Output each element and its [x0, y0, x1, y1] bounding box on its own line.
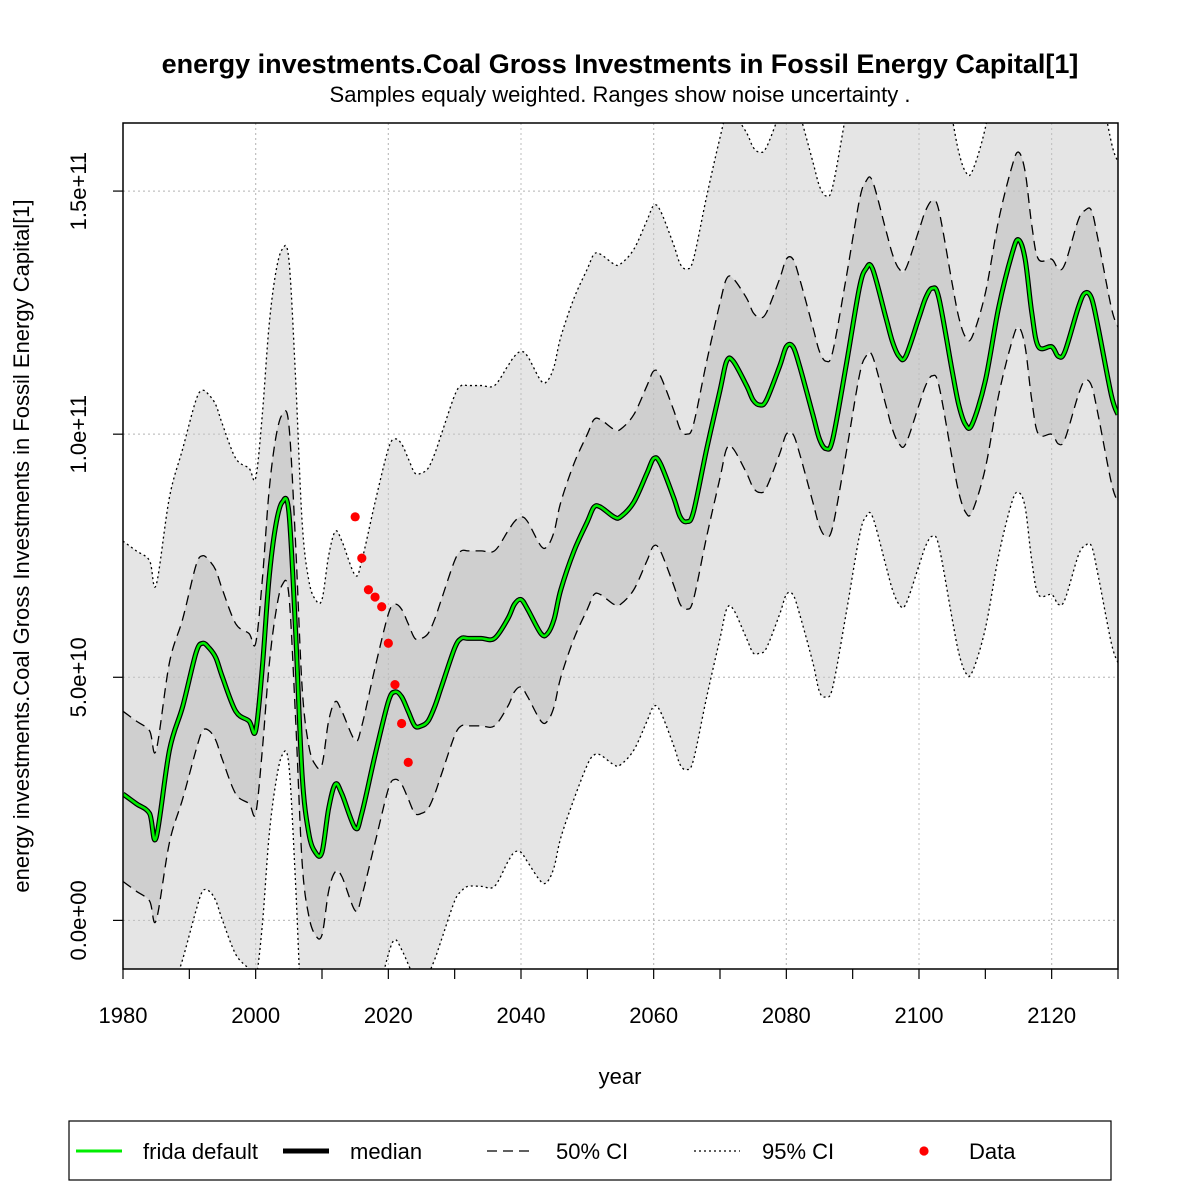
legend-label: median	[350, 1139, 422, 1164]
plot-frame	[122, 122, 1119, 970]
legend-label: frida default	[143, 1139, 258, 1164]
frida-default-line	[123, 238, 1118, 858]
y-tick-label: 1.5e+11	[66, 152, 91, 231]
x-tick-label: 1980	[99, 1003, 148, 1028]
data-point	[403, 757, 413, 767]
data-point	[390, 679, 400, 690]
ci95-lower-line	[178, 491, 1118, 969]
ci-bands	[123, 123, 1118, 969]
y-axis-label: energy investments.Coal Gross Investment…	[9, 199, 34, 892]
ci50-lower-line	[123, 326, 1118, 940]
x-tick-label: 2120	[1027, 1003, 1076, 1028]
x-tick-label: 2000	[231, 1003, 280, 1028]
y-tick-label: 5.0e+10	[66, 637, 91, 717]
legend-label: Data	[969, 1139, 1016, 1164]
data-point	[397, 718, 407, 729]
legend-label: 95% CI	[762, 1139, 834, 1164]
data-point	[357, 553, 367, 563]
legend-data-marker	[919, 1146, 929, 1156]
x-tick-label: 2040	[497, 1003, 546, 1028]
y-tick-label: 1.0e+11	[66, 395, 91, 474]
axes: 1980 2000 2020 2040 2060 2080 2100 2120 0.0e+00 5…	[66, 122, 1119, 1028]
x-tick-label: 2020	[364, 1003, 413, 1028]
x-tick-label: 2060	[629, 1003, 678, 1028]
ci50-upper-line	[123, 151, 1118, 770]
chart-title: energy investments.Coal Gross Investment…	[162, 49, 1079, 79]
legend: frida default median 50% CI 95% CI Data	[68, 1120, 1112, 1181]
y-tick-label: 0.0e+00	[66, 880, 91, 960]
ci95-upper-line	[123, 123, 1118, 605]
data-point	[363, 585, 374, 595]
x-tick-label: 2100	[895, 1003, 944, 1028]
data-points	[350, 512, 413, 767]
ci50-band	[123, 152, 1118, 940]
data-point	[350, 512, 360, 522]
data-point	[377, 602, 387, 612]
data-point	[383, 638, 393, 648]
series-lines	[123, 123, 1118, 969]
x-tick-label: 2080	[762, 1003, 811, 1028]
chart-subtitle: Samples equaly weighted. Ranges show noi…	[330, 82, 911, 107]
x-axis-label: year	[599, 1064, 642, 1089]
legend-label: 50% CI	[556, 1139, 628, 1164]
data-point	[370, 592, 380, 602]
legend-box	[68, 1120, 1112, 1181]
